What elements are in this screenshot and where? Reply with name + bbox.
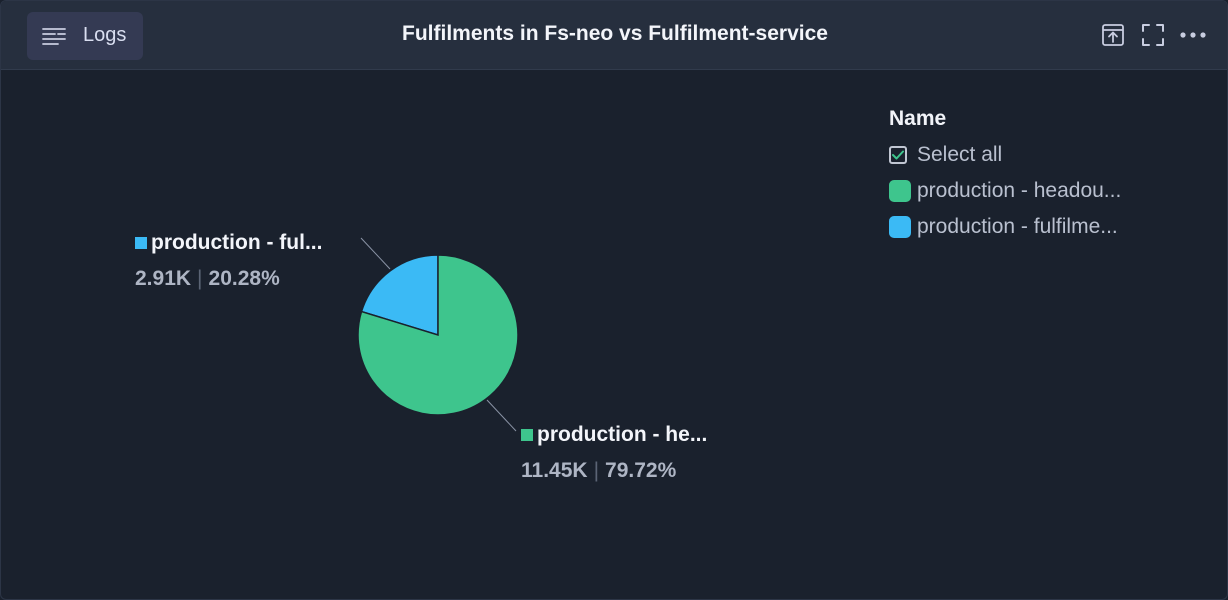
- legend-swatch: [889, 216, 911, 238]
- more-icon[interactable]: [1179, 23, 1209, 47]
- logs-label: Logs: [83, 24, 127, 46]
- pie-slice-0[interactable]: [360, 254, 439, 337]
- slice-marker: [521, 429, 533, 441]
- logs-icon: [42, 28, 66, 45]
- slice-label-name: production - ful...: [151, 231, 323, 254]
- legend-swatch: [889, 180, 911, 202]
- slice-label-fulfilment: production - ful... 2.91K | 20.28%: [135, 231, 322, 291]
- legend-item-label: production - headou...: [917, 179, 1122, 202]
- pie-slice-1[interactable]: [357, 254, 519, 416]
- legend-item-headout[interactable]: production - headou...: [889, 178, 1121, 204]
- slice-label-percent: 79.72%: [605, 459, 677, 482]
- select-all-checkbox[interactable]: [889, 146, 907, 164]
- check-icon: [892, 150, 904, 160]
- leader-line-fulfilment: [360, 237, 391, 270]
- legend-item-fulfilment[interactable]: production - fulfilme...: [889, 214, 1118, 240]
- slice-label-value: 11.45K: [521, 459, 588, 482]
- fullscreen-icon[interactable]: [1141, 23, 1165, 47]
- separator: |: [197, 267, 203, 290]
- leader-line-headout: [486, 399, 517, 432]
- separator: |: [593, 459, 600, 482]
- panel-title: Fulfilments in Fs-neo vs Fulfilment-serv…: [402, 22, 828, 45]
- panel-header: Logs Fulfilments in Fs-neo vs Fulfilment…: [1, 1, 1227, 70]
- slice-label-name: production - he...: [537, 423, 708, 446]
- export-icon[interactable]: [1101, 23, 1125, 47]
- slice-marker: [135, 237, 147, 249]
- slice-label-percent: 20.28%: [208, 267, 280, 290]
- select-all-label: Select all: [917, 143, 1003, 166]
- logs-button[interactable]: Logs: [27, 12, 143, 60]
- slice-label-value: 2.91K: [135, 267, 192, 290]
- legend-select-all[interactable]: Select all: [889, 142, 1002, 168]
- legend-item-label: production - fulfilme...: [917, 215, 1118, 238]
- slice-label-headout: production - he... 11.45K | 79.72%: [521, 423, 707, 483]
- legend-title: Name: [889, 107, 947, 130]
